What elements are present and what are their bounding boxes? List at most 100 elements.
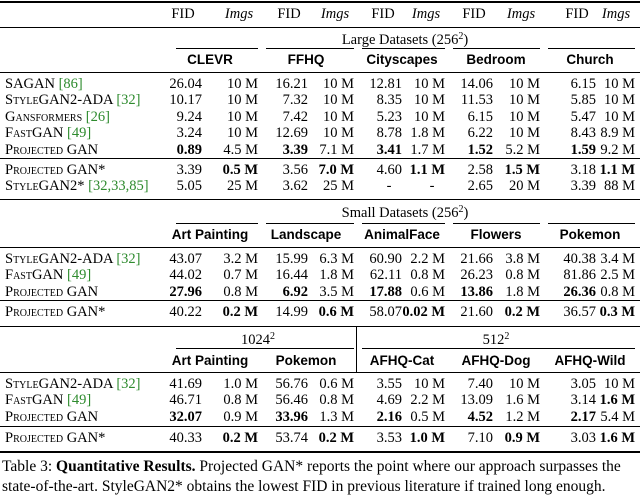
cell-value: 5.85 <box>570 92 596 109</box>
cell-value: 10 M <box>226 76 258 92</box>
cell-value: 1.1 M <box>599 162 635 178</box>
cell-value: 9.2 M <box>600 141 635 158</box>
dataset-name: CLEVR <box>187 52 233 67</box>
resolution-value: 512 <box>482 332 505 348</box>
cell-value: 2.2 M <box>410 251 445 267</box>
cell-value: 1.52 <box>467 141 493 158</box>
caption-prefix: Table 3: <box>2 458 57 475</box>
horizontal-rule <box>0 300 640 301</box>
vertical-rule <box>356 327 357 372</box>
cell-value: 7.1 M <box>319 141 354 158</box>
cell-value: 0.8 M <box>410 267 445 284</box>
cell-value: 2.65 <box>467 178 493 195</box>
cell-value: 58.07 <box>369 304 402 320</box>
cell-value: 10 M <box>322 125 354 142</box>
fid-column-header: FID <box>462 6 486 22</box>
cell-value: 81.86 <box>563 267 596 284</box>
cell-value: 10 M <box>508 92 540 109</box>
cell-value: 3.56 <box>282 162 308 178</box>
cell-value: 33.96 <box>275 408 308 425</box>
cell-value: 1.8 M <box>410 125 445 142</box>
cell-value: 2.16 <box>376 408 402 425</box>
citation: [49] <box>67 267 92 284</box>
small-datasets-title: Small Datasets (2562) <box>0 201 640 225</box>
cell-value: 15.99 <box>275 251 308 267</box>
cell-value: 32.07 <box>169 408 202 425</box>
cell-value: 5.47 <box>570 108 596 125</box>
small-row: Projected GAN 27.96 0.8 M 6.92 3.5 M 17.88 0.6… <box>0 281 640 305</box>
large-datasets-title: Large Datasets (2562) <box>0 28 640 52</box>
column-group-rule <box>176 223 258 224</box>
imgs-column-header: Imgs <box>411 6 441 22</box>
large-star-row: Projected GAN* 3.39 0.5 M 3.56 7.0 M 4.60 1.1 … <box>0 159 640 183</box>
resolution-label: 10242 <box>198 331 318 349</box>
dataset-name: FFHQ <box>287 52 325 67</box>
cell-value: 6.22 <box>467 125 493 142</box>
resolution-header: 10242 5122 <box>0 328 640 352</box>
row-label: StyleGAN2* [32,33,85] <box>5 178 149 195</box>
horizontal-rule <box>0 199 640 200</box>
cell-value: 2.2 M <box>410 392 445 409</box>
cell-value: 12.81 <box>369 76 402 92</box>
cell-value: 5.4 M <box>600 408 635 425</box>
cell-value: 3.14 <box>570 392 596 409</box>
small-dataset-header: Art Painting Landscape AnimalFace Flowers Po… <box>0 224 640 248</box>
superscript: 2 <box>504 331 510 342</box>
cell-value: 27.96 <box>169 283 202 300</box>
cell-value: 0.8 M <box>223 283 258 300</box>
cell-value: 4.52 <box>467 408 493 425</box>
cell-value: 16.44 <box>275 267 308 284</box>
citation: [32] <box>116 92 141 109</box>
cell-value: 1.6 M <box>599 392 635 409</box>
cell-value: 1.7 M <box>410 141 445 158</box>
cell-value: 0.6 M <box>410 283 445 300</box>
cell-value: 1.8 M <box>319 267 354 284</box>
column-group-rule <box>548 48 635 49</box>
cell-value: 10.17 <box>169 92 202 109</box>
dataset-name: Church <box>566 52 614 67</box>
cell-value: 10 M <box>508 125 540 142</box>
cell-value: 3.05 <box>570 376 596 392</box>
cell-value: 3.41 <box>376 141 402 158</box>
row-label: StyleGAN2-ADA [32] <box>5 251 141 267</box>
cell-value: 0.6 M <box>319 376 354 392</box>
dataset-name: AFHQ-Dog <box>461 353 531 368</box>
large-dataset-header: CLEVR FFHQ Cityscapes Bedroom Church <box>0 49 640 73</box>
cell-value: 0.2 M <box>504 304 540 320</box>
large-row: Projected GAN 0.89 4.5 M 3.39 7.1 M 3.41 1.7 M… <box>0 139 640 163</box>
cell-value: 0.2 M <box>222 430 258 446</box>
cell-value: 10 M <box>322 76 354 92</box>
large-row: Gansformers [26] 9.24 10 M 7.42 10 M 5.23 10 M… <box>0 106 640 130</box>
cell-value: 21.66 <box>460 251 493 267</box>
cell-value: 3.39 <box>282 141 308 158</box>
cell-value: 17.88 <box>369 283 402 300</box>
cell-value: 43.07 <box>169 251 202 267</box>
cell-value: 3.03 <box>570 430 596 446</box>
cell-value: 26.36 <box>563 283 596 300</box>
row-label: Projected GAN <box>5 283 99 300</box>
small-row: StyleGAN2-ADA [32] 43.07 3.2 M 15.99 6.3 M 60… <box>0 248 640 272</box>
cell-value: 46.71 <box>169 392 202 409</box>
resolution-value: 1024 <box>241 332 270 348</box>
cell-value: 1.2 M <box>505 408 540 425</box>
cell-value: 10 M <box>226 125 258 142</box>
cell-value: 3.18 <box>570 162 596 178</box>
row-label: FastGAN [49] <box>5 392 92 409</box>
cell-value: 10 M <box>603 76 635 92</box>
cell-value: 10 M <box>603 108 635 125</box>
cell-value: 56.76 <box>275 376 308 392</box>
cell-value: 3.24 <box>176 125 202 142</box>
cell-value: 21.60 <box>460 304 493 320</box>
group-title-label: Small Datasets (256 <box>341 205 459 221</box>
row-label: Projected GAN <box>5 141 99 158</box>
cell-value: 0.8 M <box>505 267 540 284</box>
dataset-name: Cityscapes <box>366 52 438 67</box>
large-row: SAGAN [86] 26.04 10 M 16.21 10 M 12.81 10 M 14.… <box>0 73 640 97</box>
cell-value: 4.60 <box>376 162 402 178</box>
cell-value: 10 M <box>603 376 635 392</box>
cell-value: 10 M <box>322 92 354 109</box>
horizontal-rule <box>0 158 640 159</box>
dataset-name: Bedroom <box>466 52 526 67</box>
citation: [26] <box>85 108 110 125</box>
horizontal-rule <box>0 326 640 327</box>
